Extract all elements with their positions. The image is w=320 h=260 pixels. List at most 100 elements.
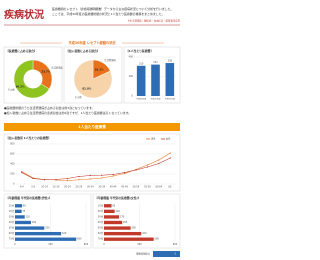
bar — [104, 237, 154, 241]
x-tick-label: 0-4 — [20, 186, 24, 189]
x-tick-label: 65- — [168, 186, 172, 189]
x-tick-label: 55-59 — [144, 186, 151, 189]
bar-value: 85 — [112, 204, 115, 207]
page-number-box — [153, 251, 180, 257]
header-line: ここでは、平成30年度の医療費総額の状況と1人当たり医療費の推移をまとめました。 — [52, 11, 164, 16]
x-tick-label: 20-24 — [64, 186, 71, 189]
page-number: 5 — [175, 253, 177, 256]
point — [21, 170, 23, 173]
bar-value: 180 — [32, 221, 37, 224]
bar — [15, 209, 22, 214]
y-tick-label: 60代 — [9, 231, 15, 235]
bar — [104, 209, 115, 214]
bar-value: 300 — [131, 227, 136, 230]
x-tick-label: 15-19 — [53, 186, 60, 189]
y-tick-label: 20代 — [98, 209, 104, 213]
point — [78, 179, 80, 181]
x-tick-label: 平成30年度 — [165, 97, 175, 101]
bar — [15, 204, 23, 208]
bar — [104, 204, 112, 208]
bar-value: 310 — [139, 62, 144, 65]
x-tick-label: 5-9 — [31, 186, 35, 189]
y-tick-label: 40代 — [98, 220, 104, 224]
y-tick-label: 200 — [10, 173, 15, 176]
bar — [136, 65, 146, 96]
bar-value: 205 — [123, 221, 128, 224]
pie-slice — [73, 59, 113, 99]
legend-label: 女性 — [166, 137, 171, 141]
slice-value: 18.1% — [95, 67, 104, 71]
section-banner — [4, 123, 180, 131]
bar-value: 80 — [23, 204, 26, 207]
x-tick-label: 400 — [137, 243, 142, 246]
point — [169, 157, 171, 159]
bullet: ●医療費総額のうち生活習慣病が占める割合は約3割となっています。 — [4, 105, 95, 110]
bar — [15, 215, 25, 219]
bar-value: 120 — [115, 210, 120, 213]
x-tick-label: 平成28年度 — [136, 97, 146, 101]
slice-label: その他 — [8, 87, 16, 91]
point — [158, 162, 160, 165]
point — [89, 178, 91, 180]
point — [123, 172, 126, 175]
bar-value: 75 — [22, 210, 25, 213]
slice-value: 33.7% — [41, 70, 50, 74]
bar-value: 110 — [26, 215, 31, 218]
x-tick-label: 25-29 — [76, 186, 83, 189]
y-tick-label: 70代 — [9, 237, 15, 241]
x-tick-label: 400 — [48, 243, 53, 246]
chart-title: 【年齢階級 年代別の医療費(男性)】 — [6, 196, 51, 200]
chart-title: 【医療費に占める割合】 — [6, 49, 37, 53]
point — [135, 169, 137, 171]
page-title: 疾病状況 — [4, 8, 44, 21]
point — [55, 178, 57, 181]
x-tick-label: 35-39 — [98, 186, 105, 189]
y-tick-label: 60代 — [98, 231, 104, 235]
x-tick-label: 50-54 — [133, 186, 140, 189]
chart-title: 【加入者数に占める割合】 — [66, 49, 100, 53]
slice-label: 生活習慣病 — [51, 66, 63, 70]
bar — [15, 237, 77, 241]
section-title: 1人当たり医療費 — [78, 124, 106, 129]
x-tick-label: 10-14 — [41, 186, 48, 189]
bar — [165, 63, 175, 96]
point — [101, 177, 103, 179]
bar-value: 560 — [155, 238, 160, 241]
x-tick-label: 平成29年度 — [151, 97, 161, 101]
page: 疾病状況 医療機関のレセプト（診療報酬明細書）データから主な疾病状況について分析… — [3, 6, 181, 257]
y-tick-label: 400 — [10, 163, 15, 166]
point — [123, 171, 126, 174]
chart-title: 【加入者数別 1人当たりの医療費】 — [6, 136, 51, 140]
x-tick-label: 0 — [14, 243, 16, 246]
bar-value: 330 — [45, 227, 50, 230]
bar-value: 338 — [168, 60, 173, 63]
x-tick-label: 0 — [103, 243, 105, 246]
x-tick-label: 800 — [173, 243, 178, 246]
y-tick-label: 0 — [13, 183, 15, 186]
point — [146, 166, 149, 168]
chart-title: 【1人当たり医療費】 — [126, 49, 153, 53]
x-tick-label: 45-49 — [121, 186, 128, 189]
bar — [104, 231, 142, 236]
point — [66, 179, 69, 182]
x-tick-label: 800 — [84, 243, 89, 246]
x-tick-label: 40-44 — [110, 186, 117, 189]
slice-value: 81.9% — [82, 87, 91, 91]
slice-label: 生活習慣病 — [104, 58, 116, 62]
bar — [151, 64, 160, 96]
section-title: 平成30年度 レセプト総額の状況 — [69, 40, 117, 45]
bar — [15, 231, 62, 236]
y-tick-label: 30代 — [98, 214, 104, 218]
y-tick-label: 800 — [10, 143, 15, 146]
point — [21, 171, 23, 174]
point — [169, 152, 171, 154]
y-tick-label: 600 — [10, 153, 15, 156]
bar — [15, 220, 31, 225]
point — [89, 174, 91, 177]
bar-value: 520 — [62, 232, 67, 235]
bullet: ●加入者数に占める生活習慣病の患者割合は約2割ですが、1人当たり医療費は高くなっ… — [4, 110, 131, 115]
y-tick-label: 40代 — [9, 220, 15, 224]
header-line: 医療機関のレセプト（診療報酬明細書）データから主な疾病状況について分析を行いまし… — [52, 6, 173, 11]
point — [78, 175, 80, 178]
y-tick-label: 10代 — [9, 203, 15, 207]
